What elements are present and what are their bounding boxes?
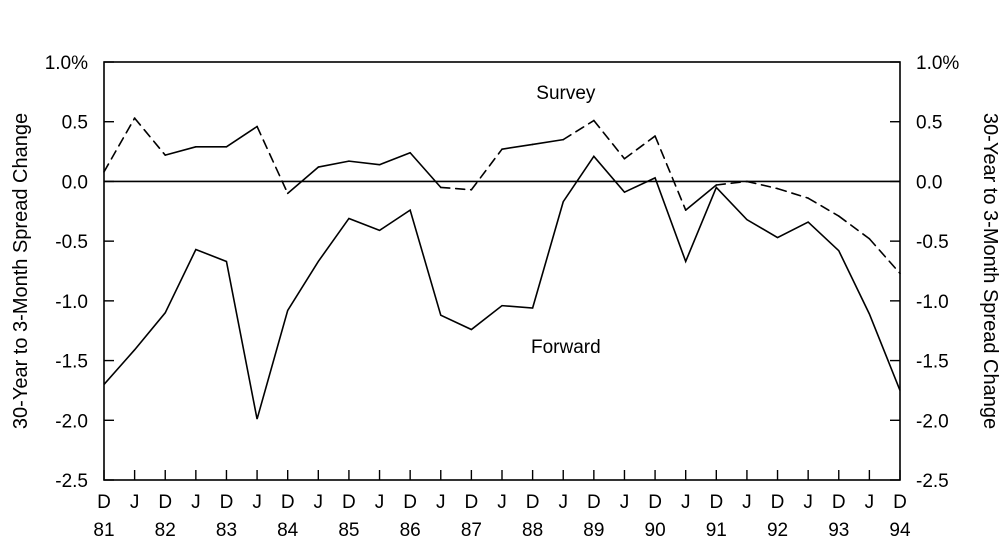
x-tick-label-month: J	[314, 492, 324, 513]
survey-line-segment	[317, 160, 350, 168]
y-tick-label-left: -1.5	[55, 352, 88, 373]
axes-group	[103, 61, 901, 481]
survey-line-segment	[654, 135, 687, 211]
survey-line-segment	[133, 117, 167, 156]
x-tick-label-year: 86	[400, 520, 421, 541]
forward-line	[103, 155, 901, 420]
survey-line-segment	[225, 125, 258, 148]
series-lines-group	[103, 117, 901, 420]
x-tick-label-month: D	[465, 492, 479, 513]
x-tick-label-year: 90	[645, 520, 666, 541]
y-tick-label-left: -2.5	[55, 471, 88, 492]
x-tick-label-month: D	[403, 492, 417, 513]
x-tick-label-month: J	[130, 492, 140, 513]
x-tick-label-month: D	[97, 492, 111, 513]
survey-line-segment	[715, 180, 748, 186]
x-tick-label-month: J	[742, 492, 752, 513]
x-tick-label-month: D	[771, 492, 785, 513]
forward-series-label: Forward	[531, 337, 601, 358]
y-tick-label-right: -0.5	[916, 232, 949, 253]
x-tick-label-year: 94	[889, 520, 911, 541]
x-tick-label-year: 89	[583, 520, 604, 541]
x-tick-label-month: D	[893, 492, 907, 513]
x-tick-label-month: J	[865, 492, 875, 513]
x-tick-label-year: 85	[338, 520, 359, 541]
x-tick-label-month: D	[526, 492, 540, 513]
survey-line-segment	[348, 160, 381, 166]
x-tick-label-month: J	[191, 492, 201, 513]
x-tick-label-year: 91	[706, 520, 727, 541]
labels-group: 1.0% 1.0% 0.5 0.5 0.0 0.0 -0.5 -0.5 -1.0 -1.0 -1.5…	[10, 53, 1001, 541]
plot-frame	[103, 61, 901, 481]
x-tick-label-year: 93	[828, 520, 849, 541]
x-tick-label-month: D	[832, 492, 846, 513]
x-tick-label-month: J	[620, 492, 630, 513]
x-tick-label-month: J	[803, 492, 813, 513]
x-tick-label-month: J	[252, 492, 262, 513]
x-tick-label-year: 82	[155, 520, 176, 541]
y-tick-label-left: -1.0	[55, 292, 88, 313]
x-tick-label-month: D	[648, 492, 662, 513]
survey-line-segment	[256, 125, 289, 195]
y-axis-title-right: 30-Year to 3-Month Spread Change	[979, 113, 1001, 429]
survey-line-segment	[868, 237, 901, 275]
survey-line-segment	[439, 186, 473, 191]
survey-line-segment	[837, 215, 871, 240]
y-tick-label-right: 0.0	[916, 172, 942, 193]
survey-line-segment	[501, 143, 534, 150]
x-tick-label-month: J	[681, 492, 691, 513]
survey-line-segment	[103, 117, 136, 173]
survey-line-segment	[470, 148, 503, 191]
x-tick-label-year: 84	[277, 520, 299, 541]
survey-line-segment	[593, 119, 626, 160]
x-tick-label-year: 81	[93, 520, 114, 541]
survey-line-segment	[623, 135, 656, 160]
y-tick-label-right: -1.0	[916, 292, 949, 313]
x-tick-label-year: 87	[461, 520, 482, 541]
y-tick-label-left: 0.5	[62, 113, 88, 134]
survey-line-segment	[531, 138, 565, 146]
y-tick-label-right: -2.0	[916, 411, 949, 432]
survey-line-segment	[776, 187, 809, 199]
x-tick-label-month: J	[558, 492, 568, 513]
x-tick-label-year: 92	[767, 520, 788, 541]
ticks-group	[103, 61, 901, 481]
x-tick-label-month: D	[281, 492, 295, 513]
x-tick-label-month: D	[709, 492, 723, 513]
survey-line-segment	[164, 145, 197, 156]
y-tick-label-right: -1.5	[916, 352, 949, 373]
y-tick-label-left: 1.0%	[45, 53, 88, 74]
x-tick-label-month: J	[497, 492, 507, 513]
y-tick-label-right: 0.5	[916, 113, 942, 134]
y-tick-label-left: -2.0	[55, 411, 88, 432]
y-tick-label-right: 1.0%	[916, 53, 959, 74]
x-tick-label-month: J	[375, 492, 385, 513]
x-tick-label-month: D	[158, 492, 172, 513]
x-tick-label-month: J	[436, 492, 446, 513]
survey-line-segment	[286, 166, 320, 195]
y-tick-label-left: -0.5	[55, 232, 88, 253]
survey-line-segment	[746, 180, 779, 190]
survey-series-label: Survey	[536, 83, 596, 104]
x-tick-label-year: 83	[216, 520, 237, 541]
x-tick-label-month: D	[587, 492, 601, 513]
y-tick-label-right: -2.5	[916, 471, 949, 492]
x-tick-label-year: 88	[522, 520, 543, 541]
survey-line-segment	[562, 119, 595, 141]
survey-line-segment	[378, 151, 411, 166]
x-tick-label-month: D	[220, 492, 234, 513]
y-axis-title-left: 30-Year to 3-Month Spread Change	[10, 113, 32, 429]
survey-line-segment	[409, 151, 442, 189]
x-tick-label-month: D	[342, 492, 356, 513]
survey-line-segment	[684, 184, 718, 211]
y-tick-label-left: 0.0	[62, 172, 88, 193]
survey-line-segment	[807, 197, 840, 217]
